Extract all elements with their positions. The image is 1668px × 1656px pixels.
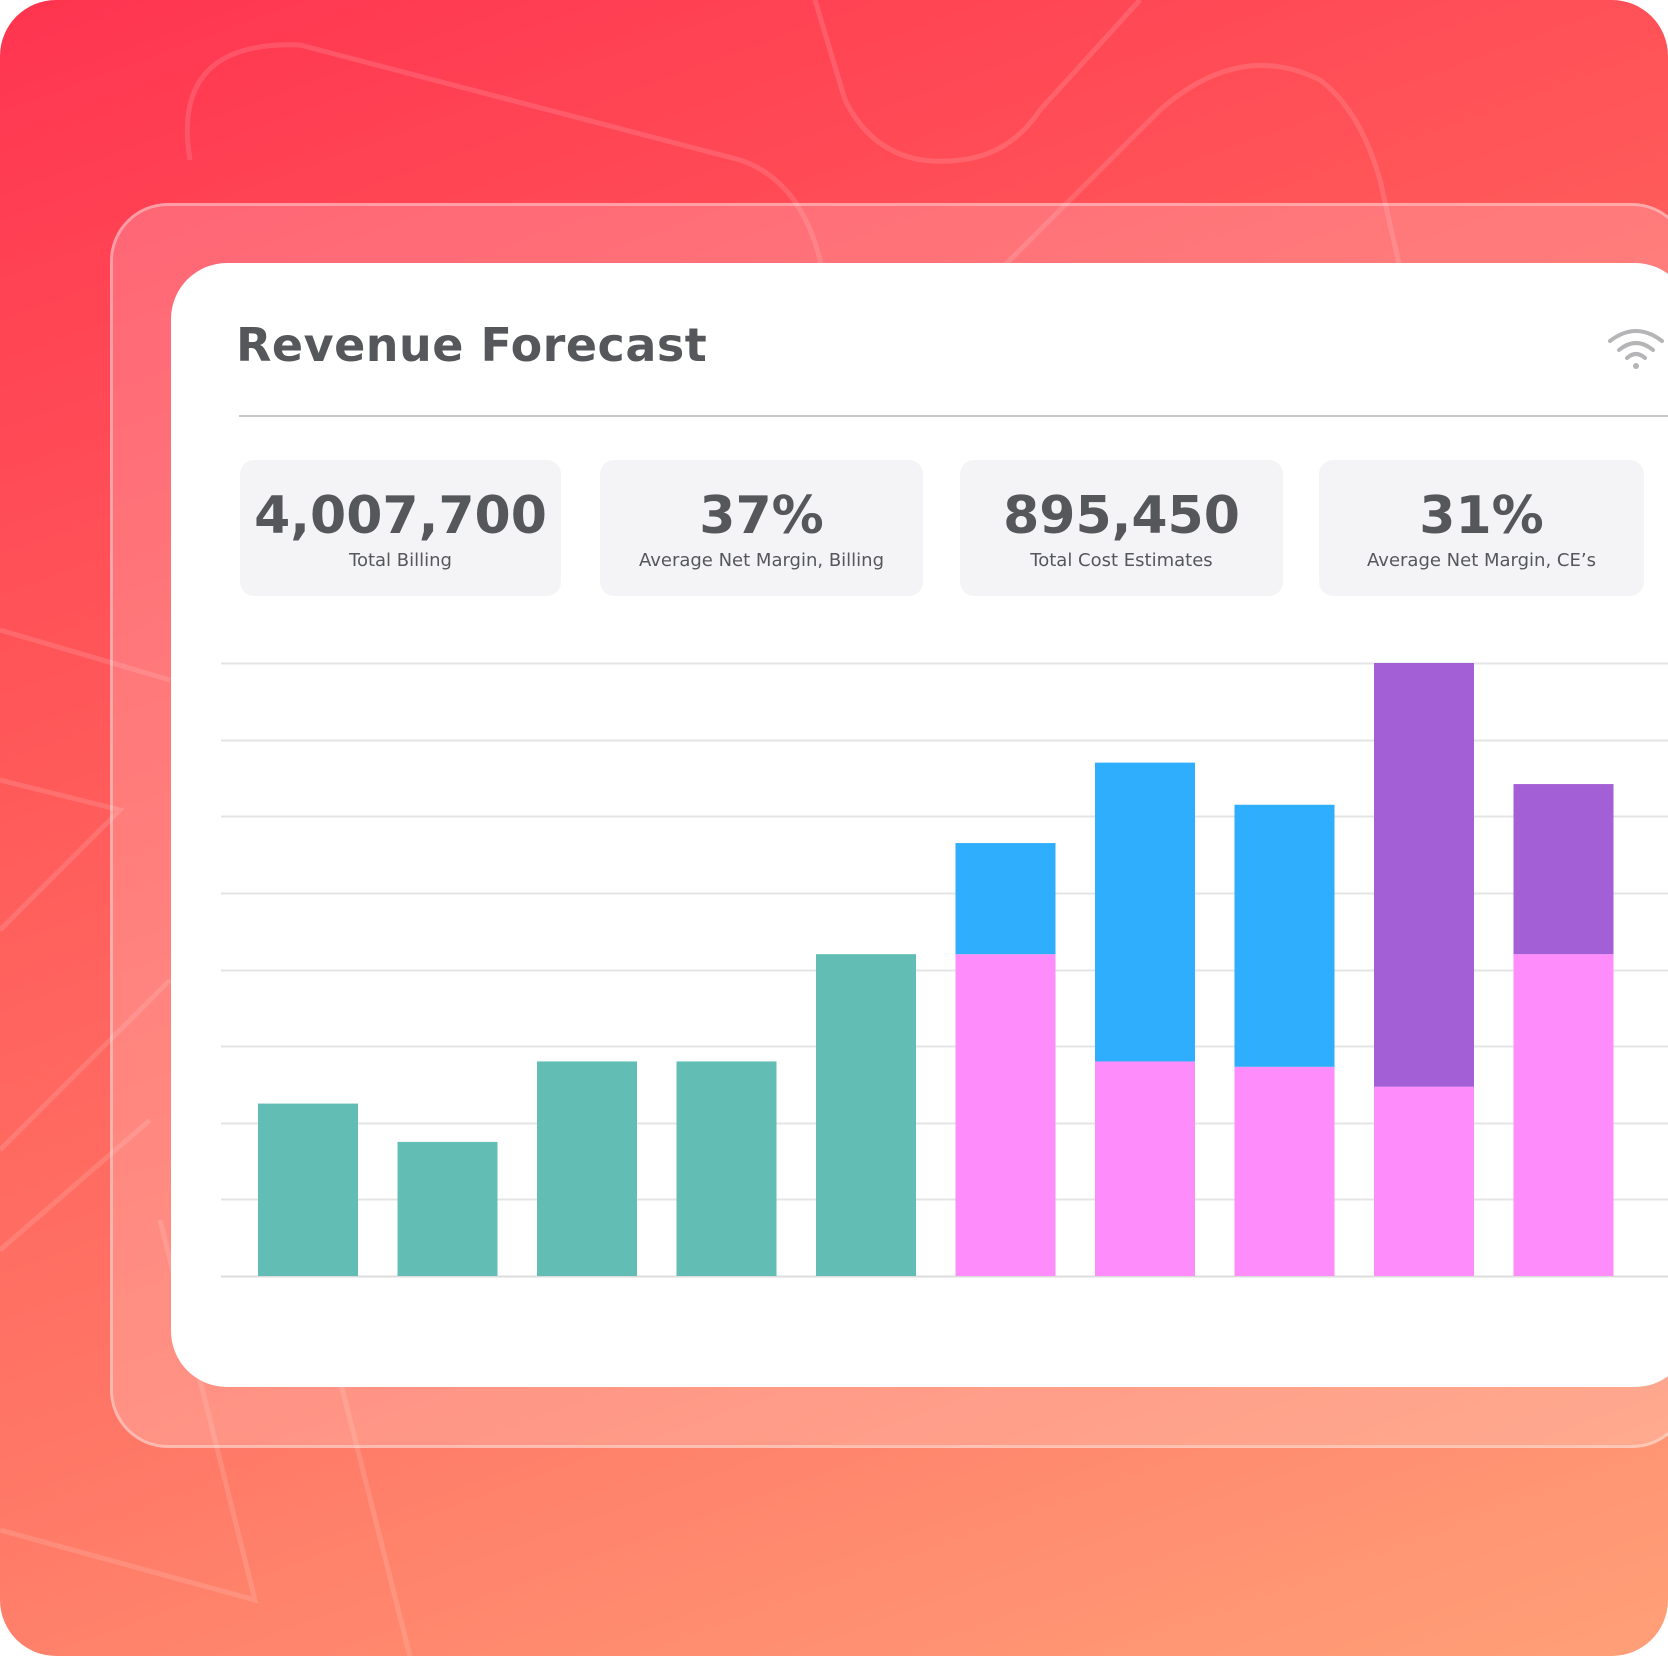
- kpi-total-cost-estimates: 895,450 Total Cost Estimates: [960, 460, 1283, 596]
- bar-6-segment-3[interactable]: [955, 843, 1056, 955]
- kpi-label: Total Billing: [349, 550, 452, 571]
- bar-2-segment-1[interactable]: [397, 1141, 498, 1276]
- kpi-average-net-margin-ces: 31% Average Net Margin, CE’s: [1319, 460, 1644, 596]
- bar-9-segment-4[interactable]: [1374, 663, 1474, 1087]
- bar-10-segment-2[interactable]: [1513, 954, 1614, 1276]
- title-divider: [239, 415, 1668, 417]
- card-title: Revenue Forecast: [236, 318, 708, 372]
- kpi-value: 31%: [1419, 486, 1544, 546]
- kpi-value: 4,007,700: [254, 486, 547, 546]
- revenue-chart: [221, 662, 1668, 1278]
- kpi-label: Average Net Margin, CE’s: [1367, 550, 1596, 571]
- kpi-value: 37%: [699, 486, 824, 546]
- revenue-forecast-card: Revenue Forecast 4,007,700 Total Billing…: [171, 263, 1668, 1387]
- wifi-icon[interactable]: [1606, 325, 1666, 371]
- kpi-label: Total Cost Estimates: [1030, 550, 1213, 571]
- bar-6-segment-2[interactable]: [955, 954, 1056, 1276]
- kpi-value: 895,450: [1003, 486, 1240, 546]
- bar-10-segment-4[interactable]: [1513, 784, 1614, 955]
- bar-4-segment-1[interactable]: [676, 1061, 777, 1276]
- kpi-total-billing: 4,007,700 Total Billing: [240, 460, 561, 596]
- bar-7-segment-3[interactable]: [1095, 762, 1195, 1062]
- kpi-average-net-margin-billing: 37% Average Net Margin, Billing: [600, 460, 923, 596]
- bar-8-segment-3[interactable]: [1234, 804, 1335, 1067]
- bar-8-segment-2[interactable]: [1234, 1066, 1335, 1276]
- chart-bars: [258, 663, 1614, 1276]
- bar-7-segment-2[interactable]: [1095, 1061, 1195, 1276]
- bar-3-segment-1[interactable]: [537, 1061, 637, 1276]
- bar-9-segment-2[interactable]: [1374, 1086, 1474, 1276]
- bar-1-segment-1[interactable]: [258, 1103, 358, 1276]
- kpi-label: Average Net Margin, Billing: [638, 550, 885, 571]
- bar-5-segment-1[interactable]: [816, 954, 916, 1276]
